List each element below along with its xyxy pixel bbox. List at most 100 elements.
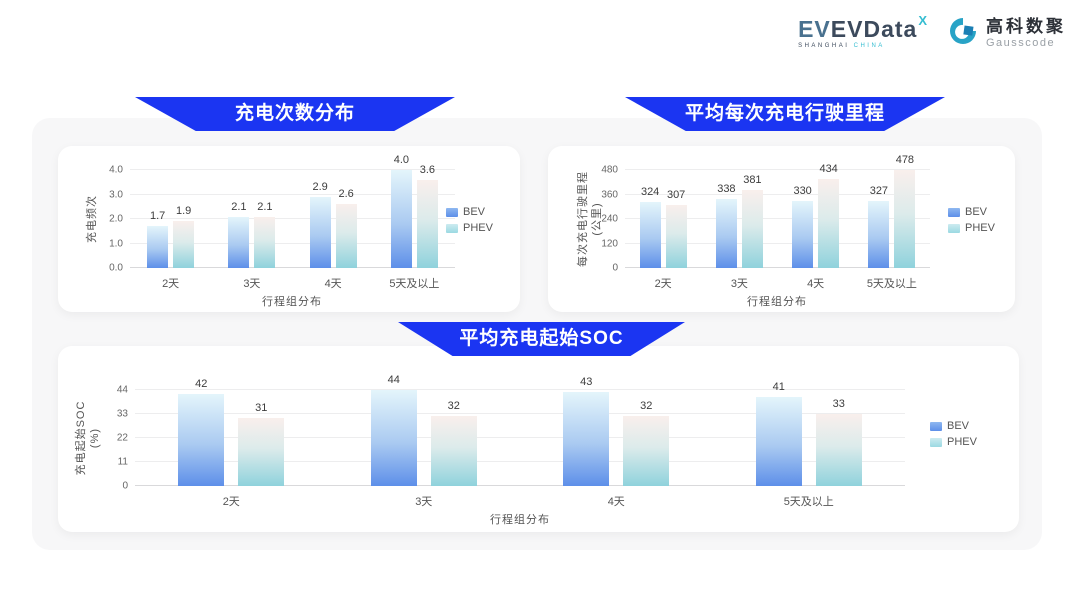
bar-bev: 42 [178, 378, 225, 486]
bar-value-label: 33 [832, 398, 845, 410]
bar-phev: 32 [430, 400, 477, 486]
y-tick-label: 360 [601, 189, 618, 200]
bar-value-label: 324 [640, 185, 660, 198]
gausscode-g-icon [948, 16, 978, 51]
chart-title-banner-start-soc: 平均充电起始SOC [398, 322, 685, 356]
legend-swatch [930, 437, 942, 447]
bar-value-label: 1.9 [175, 205, 192, 218]
bar-group: 327 478 5天及以上 [854, 154, 930, 290]
gridline [625, 169, 930, 170]
bar-group: 330 434 4天 [778, 163, 854, 290]
chart-legend: BEV PHEV [948, 206, 995, 234]
bar-group: 2.9 2.6 4天 [293, 170, 374, 290]
bar-phev: 33 [815, 398, 862, 486]
bar-group: 324 307 2天 [625, 170, 701, 290]
bar-phev: 1.9 [173, 205, 195, 268]
legend-item-phev[interactable]: PHEV [948, 222, 995, 234]
bar-group: 41 33 5天及以上 [713, 381, 906, 508]
bar-group: 4.0 3.6 5天及以上 [374, 154, 455, 290]
x-tick-label: 2天 [222, 496, 240, 508]
legend-swatch [446, 207, 458, 217]
bar-bev: 41 [755, 381, 802, 486]
bar-value-label: 32 [640, 400, 653, 413]
legend-label: PHEV [965, 222, 995, 234]
gridline [135, 461, 905, 462]
plot-area: 0.0 1.0 2.0 3.0 4.0 1.7 1.9 2天 2.1 2.1 3天 2.9 2.6 4天 4… [109, 154, 455, 290]
gridline [130, 193, 455, 195]
x-tick-label: 2天 [654, 278, 672, 290]
x-tick-label: 3天 [730, 278, 748, 290]
legend-label: BEV [463, 206, 486, 218]
legend-item-phev[interactable]: PHEV [930, 436, 977, 448]
bar-group: 2.1 2.1 3天 [211, 170, 292, 290]
bar-group: 43 32 4天 [520, 376, 713, 508]
legend-swatch [948, 223, 960, 233]
evdata-x-icon: X [918, 13, 928, 28]
x-tick-label: 4天 [807, 278, 825, 290]
evdata-wordmark: EVEVDataX [798, 14, 928, 42]
bar-value-label: 478 [895, 154, 915, 167]
x-tick-label: 3天 [415, 496, 433, 508]
bar-bev: 2.1 [228, 201, 250, 268]
legend-item-bev[interactable]: BEV [930, 420, 977, 432]
x-axis-line [135, 485, 905, 486]
x-axis-title: 行程组分布 [262, 296, 322, 308]
bar-value-label: 330 [793, 184, 812, 197]
bar-value-label: 434 [819, 163, 838, 176]
bar-bev: 2.9 [309, 181, 331, 268]
chart-card-start-soc: 充电起始SOC (%) 0 11 22 33 44 42 31 2天 44 32 3天 43 32 4天 4… [58, 346, 1019, 532]
bar-phev: 31 [238, 402, 285, 486]
bar-group: 1.7 1.9 2天 [130, 170, 211, 290]
y-tick-label: 1.0 [109, 238, 123, 249]
plot-area: 0 120 240 360 480 324 307 2天 338 381 3天 330 434 4天 327… [601, 154, 930, 290]
bar-value-label: 1.7 [149, 210, 166, 223]
header-logos: EVEVDataX SHANGHAI CHINA 高科数聚 Gausscode [798, 14, 1066, 51]
bar-value-label: 2.1 [231, 200, 247, 213]
y-axis-title: 充电频次 [86, 195, 98, 243]
bar-group: 42 31 2天 [135, 378, 328, 508]
gridline [135, 389, 905, 390]
legend-item-bev[interactable]: BEV [446, 206, 493, 218]
x-tick-label: 5天及以上 [866, 278, 917, 290]
legend-label: BEV [965, 206, 988, 218]
chart-title-banner-mileage-per-charge: 平均每次充电行驶里程 [625, 97, 945, 131]
y-tick-label: 120 [601, 238, 618, 249]
bar-group: 44 32 3天 [328, 374, 521, 508]
y-axis-title: 每次充电行驶里程 (公里) [577, 171, 603, 267]
evdata-subtext: SHANGHAI CHINA [798, 43, 885, 49]
gausscode-logo: 高科数聚 Gausscode [948, 16, 1066, 51]
bar-bev: 1.7 [147, 210, 169, 268]
gridline [625, 242, 930, 244]
y-tick-label: 3.0 [109, 189, 123, 200]
gausscode-cn-label: 高科数聚 [986, 17, 1066, 37]
y-tick-label: 4.0 [109, 164, 123, 176]
y-tick-label: 33 [116, 408, 128, 420]
x-tick-label: 2天 [162, 278, 180, 290]
bar-phev: 381 [741, 174, 763, 268]
legend-swatch [930, 421, 942, 431]
chart-legend: BEV PHEV [930, 420, 977, 448]
x-tick-label: 4天 [324, 278, 342, 290]
chart-legend: BEV PHEV [446, 206, 493, 234]
y-tick-label: 240 [601, 213, 618, 225]
bar-value-label: 4.0 [393, 154, 410, 166]
bar-bev: 327 [868, 185, 890, 268]
x-axis-title: 行程组分布 [490, 514, 550, 526]
y-tick-label: 0 [122, 480, 128, 492]
legend-item-phev[interactable]: PHEV [446, 222, 493, 234]
bar-value-label: 41 [772, 380, 785, 393]
bar-bev: 44 [370, 374, 417, 486]
evdata-data-text: EVData [830, 16, 918, 42]
legend-item-bev[interactable]: BEV [948, 206, 995, 218]
gridline [130, 169, 455, 170]
bar-phev: 2.6 [335, 188, 357, 268]
chart-card-charging-count: 充电频次 0.0 1.0 2.0 3.0 4.0 1.7 1.9 2天 2.1 2.1 3天 2.9 2… [58, 146, 520, 312]
gridline [625, 193, 930, 195]
bar-phev: 32 [623, 400, 670, 486]
bar-value-label: 307 [666, 189, 686, 202]
evdata-logo: EVEVDataX SHANGHAI CHINA [798, 14, 928, 49]
y-axis-title: 充电起始SOC (%) [75, 400, 101, 476]
bar-value-label: 31 [255, 402, 268, 415]
bar-bev: 330 [792, 185, 814, 268]
